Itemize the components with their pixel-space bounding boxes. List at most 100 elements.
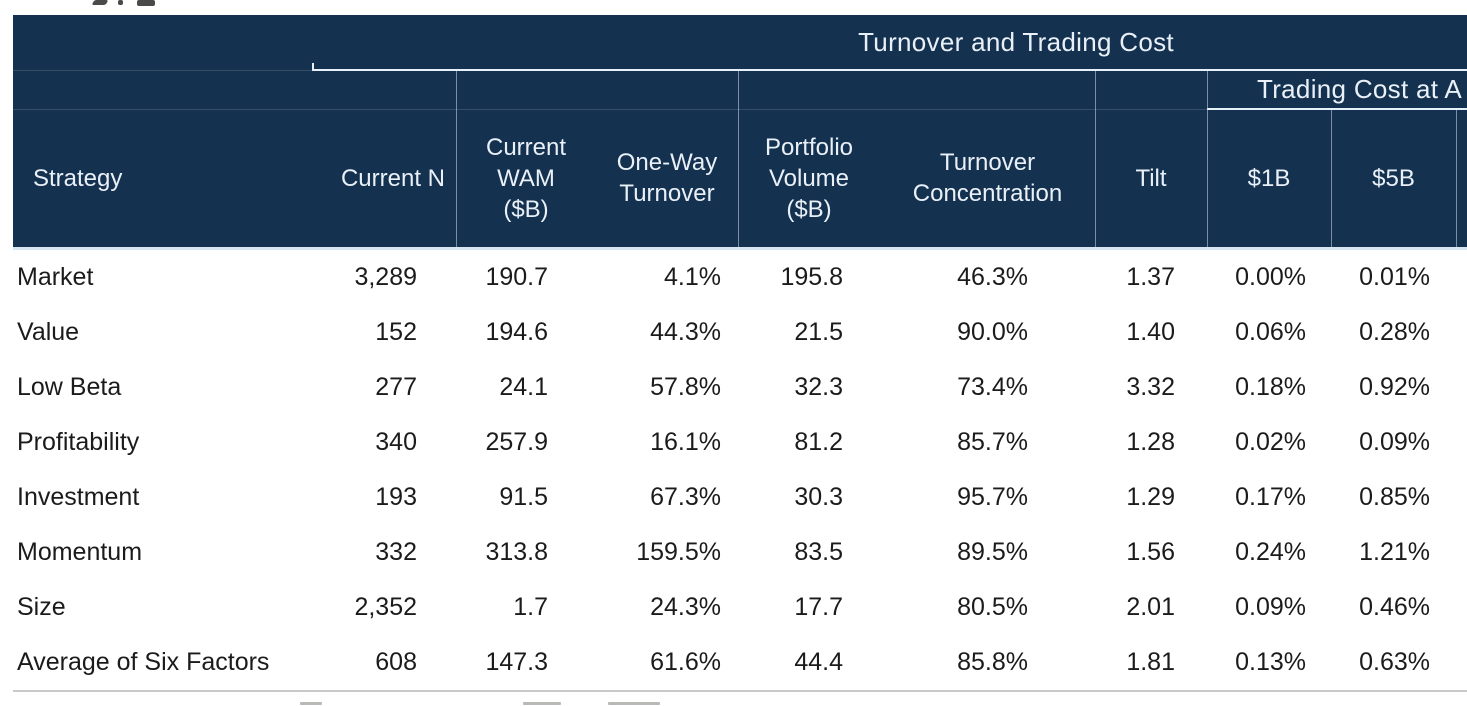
value-cell: 194.6 [485, 318, 548, 346]
column-divider [1207, 71, 1208, 247]
value-cell: 0.02% [1235, 428, 1306, 456]
value-cell: 0.63% [1359, 648, 1430, 676]
value-cell: 0.06% [1235, 318, 1306, 346]
value-cell: 32.3 [794, 373, 843, 401]
strategy-cell: Market [17, 263, 94, 291]
value-cell: 1.56 [1126, 538, 1175, 566]
value-cell: 3.32 [1126, 373, 1175, 401]
value-cell: 17.7 [794, 593, 843, 621]
value-cell: 159.5% [636, 538, 721, 566]
table-row-investment: Investment 193 91.5 67.3% 30.3 95.7% 1.2… [13, 470, 1467, 525]
column-header-strategy: Strategy [33, 164, 123, 192]
subgroup-header-underline [1207, 108, 1467, 110]
strategy-cell: Value [17, 318, 80, 346]
value-cell: 0.01% [1359, 263, 1430, 291]
value-cell: 95.7% [957, 483, 1028, 511]
value-cell: 73.4% [957, 373, 1028, 401]
value-cell: 0.13% [1235, 648, 1306, 676]
value-cell: 0.85% [1359, 483, 1430, 511]
table-row-market: Market 3,289 190.7 4.1% 195.8 46.3% 1.37… [13, 250, 1467, 305]
value-cell: 340 [375, 428, 417, 456]
value-cell: 0.28% [1359, 318, 1430, 346]
header-row-divider [13, 109, 1467, 110]
value-cell: 81.2 [794, 428, 843, 456]
value-cell: 2,352 [354, 593, 417, 621]
table-row-average-of-six-factors: Average of Six Factors 608 147.3 61.6% 4… [13, 635, 1467, 690]
subgroup-header-trading-cost-at-aum: Trading Cost at A [1257, 74, 1463, 104]
value-cell: 190.7 [485, 263, 548, 291]
strategy-cell: Momentum [17, 538, 143, 566]
table-header: Turnover and Trading Cost Trading Cost a… [13, 15, 1467, 247]
value-cell: 147.3 [485, 648, 548, 676]
turnover-trading-cost-table: Turnover and Trading Cost Trading Cost a… [13, 15, 1467, 695]
column-header-one-way-turnover: One-Way Turnover [616, 149, 718, 207]
value-cell: 4.1% [664, 263, 721, 291]
value-cell: 57.8% [650, 373, 721, 401]
value-cell: 61.6% [650, 648, 721, 676]
strategy-cell: Low Beta [17, 373, 122, 401]
column-header-row: Strategy Current N Current WAM ($B) One-… [13, 109, 1467, 247]
value-cell: 195.8 [780, 263, 843, 291]
column-divider [738, 71, 739, 247]
value-cell: 0.00% [1235, 263, 1306, 291]
strategy-cell: Average of Six Factors [17, 648, 270, 676]
value-cell: 0.92% [1359, 373, 1430, 401]
value-cell: 0.17% [1235, 483, 1306, 511]
strategy-cell: Investment [17, 483, 140, 511]
value-cell: 1.21% [1359, 538, 1430, 566]
column-divider [456, 71, 457, 247]
table-row-size: Size 2,352 1.7 24.3% 17.7 80.5% 2.01 0.0… [13, 580, 1467, 635]
value-cell: 85.7% [957, 428, 1028, 456]
value-cell: 0.18% [1235, 373, 1306, 401]
strategy-cell: Size [17, 593, 66, 621]
strategy-cell: Profitability [17, 428, 140, 456]
group-header-underline [312, 69, 1467, 71]
column-header-1b: $1B [1247, 164, 1291, 192]
value-cell: 44.3% [650, 318, 721, 346]
table-row-value: Value 152 194.6 44.3% 21.5 90.0% 1.40 0.… [13, 305, 1467, 360]
value-cell: 83.5 [794, 538, 843, 566]
value-cell: 152 [375, 318, 417, 346]
value-cell: 1.28 [1126, 428, 1175, 456]
value-cell: 1.37 [1126, 263, 1175, 291]
value-cell: 1.81 [1126, 648, 1175, 676]
group-header-turnover-and-trading-cost: Turnover and Trading Cost [858, 27, 1174, 57]
value-cell: 332 [375, 538, 417, 566]
value-cell: 1.29 [1126, 483, 1175, 511]
value-cell: 313.8 [485, 538, 548, 566]
value-cell: 80.5% [957, 593, 1028, 621]
value-cell: 91.5 [499, 483, 548, 511]
column-header-portfolio-volume: Portfolio Volume ($B) [764, 133, 854, 223]
value-cell: 0.09% [1359, 428, 1430, 456]
value-cell: 1.40 [1126, 318, 1175, 346]
value-cell: 277 [375, 373, 417, 401]
table-body: Market 3,289 190.7 4.1% 195.8 46.3% 1.37… [13, 247, 1467, 692]
table-row-low-beta: Low Beta 277 24.1 57.8% 32.3 73.4% 3.32 … [13, 360, 1467, 415]
value-cell: 90.0% [957, 318, 1028, 346]
column-header-current-wam: Current WAM ($B) [485, 133, 567, 223]
value-cell: 608 [375, 648, 417, 676]
value-cell: 1.7 [513, 593, 548, 621]
value-cell: 24.3% [650, 593, 721, 621]
value-cell: 3,289 [354, 263, 417, 291]
value-cell: 30.3 [794, 483, 843, 511]
value-cell: 89.5% [957, 538, 1028, 566]
value-cell: 24.1 [499, 373, 548, 401]
column-header-current-n: Current N [340, 164, 445, 192]
table-row-momentum: Momentum 332 313.8 159.5% 83.5 89.5% 1.5… [13, 525, 1467, 580]
group-header-underline-tick [312, 63, 314, 71]
value-cell: 0.24% [1235, 538, 1306, 566]
value-cell: 257.9 [485, 428, 548, 456]
column-divider [1456, 110, 1457, 247]
value-cell: 67.3% [650, 483, 721, 511]
value-cell: 2.01 [1126, 593, 1175, 621]
table-row-profitability: Profitability 340 257.9 16.1% 81.2 85.7%… [13, 415, 1467, 470]
column-divider [1331, 110, 1332, 247]
column-header-turnover-concentration: Turnover Concentration [912, 149, 1063, 207]
value-cell: 193 [375, 483, 417, 511]
value-cell: 85.8% [957, 648, 1028, 676]
value-cell: 0.46% [1359, 593, 1430, 621]
value-cell: 0.09% [1235, 593, 1306, 621]
value-cell: 16.1% [650, 428, 721, 456]
value-cell: 21.5 [794, 318, 843, 346]
